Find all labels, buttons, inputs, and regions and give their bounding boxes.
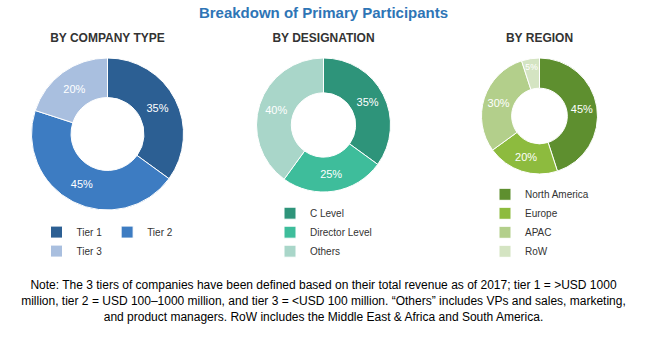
svg-text:45%: 45% [71,178,93,190]
svg-text:35%: 35% [146,102,168,114]
html-text:Note: The 3 tiers of companies: Note: The 3 tiers of companies have been… [21,278,626,324]
svg-text:30%: 30% [488,97,510,109]
svg-text:Tier 1: Tier 1 [77,227,103,238]
svg-text:25%: 25% [320,168,342,180]
svg-text:20%: 20% [63,83,85,95]
svg-text:North America: North America [525,189,589,200]
svg-text:Europe: Europe [525,208,558,219]
html-text:Breakdown of Primary Participa: Breakdown of Primary Participants [198,4,449,21]
svg-text:BY COMPANY TYPE: BY COMPANY TYPE [50,31,165,45]
svg-text:C Level: C Level [310,208,344,219]
svg-text:Others: Others [310,246,340,257]
svg-text:Tier 2: Tier 2 [147,227,173,238]
svg-text:45%: 45% [571,103,593,115]
svg-text:5%: 5% [525,62,538,72]
svg-text:APAC: APAC [525,227,552,238]
svg-text:BY REGION: BY REGION [506,31,573,45]
svg-text:Director Level: Director Level [310,227,372,238]
svg-text:Tier 3: Tier 3 [77,246,103,257]
svg-text:35%: 35% [357,96,379,108]
svg-text:BY DESIGNATION: BY DESIGNATION [272,31,374,45]
svg-text:40%: 40% [265,104,287,116]
svg-text:RoW: RoW [525,246,548,257]
svg-text:20%: 20% [515,151,537,163]
